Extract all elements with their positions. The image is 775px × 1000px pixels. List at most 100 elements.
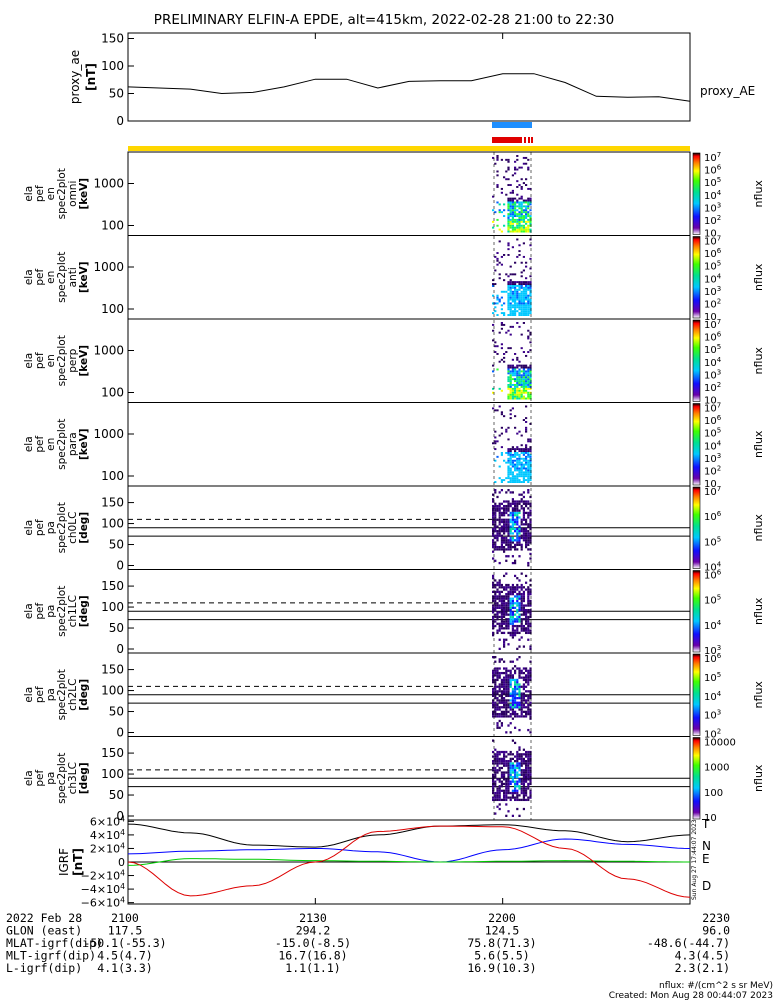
spectrogram-pixel [511, 523, 514, 526]
spectrogram-pixel [514, 218, 517, 221]
spectrogram-pixel [520, 622, 523, 625]
spectrogram-pixel [516, 374, 519, 377]
spectrogram-pixel [527, 608, 530, 612]
spectrogram-pixel [525, 228, 528, 231]
spectrogram-pixel [514, 286, 517, 289]
spectrogram-pixel [518, 746, 521, 749]
spectrogram-pixel [529, 463, 532, 466]
spectrogram-pixel [518, 676, 521, 679]
spectrogram-pixel [494, 255, 497, 258]
spectrogram-pixel [518, 715, 521, 718]
spectrogram-pixel [507, 450, 510, 452]
spectrogram-pixel [507, 296, 510, 299]
spectrogram-pixel [507, 769, 510, 772]
spectrogram-pixel [518, 360, 521, 363]
spectrogram-pixel [529, 615, 532, 619]
spectrogram-pixel [514, 366, 517, 369]
spectrogram-pixel [498, 712, 501, 716]
spectrogram-pixel [516, 794, 519, 797]
spectrogram-pixel [494, 430, 497, 433]
spectrogram-pixel [494, 794, 497, 797]
spectrogram-pixel [507, 168, 510, 171]
spectrogram-pixel [520, 548, 523, 551]
spectrogram-pixel [518, 378, 521, 381]
spectrogram-pixel [507, 217, 510, 219]
spectrogram-pixel [514, 448, 517, 451]
spectrogram-pixel [529, 450, 532, 452]
spectrogram-pixel [527, 465, 530, 468]
spectrogram-pixel [509, 382, 512, 384]
spectrogram-pixel [500, 622, 503, 625]
spectrogram-pixel [529, 509, 532, 512]
bfield-ytick-label: 0 [118, 856, 125, 869]
spectrogram-pixel [522, 671, 525, 675]
panel-ylabel-line: pef [34, 352, 46, 369]
spectrogram-pixel [494, 502, 497, 505]
spectrogram-pixel [505, 525, 508, 528]
spectrogram-pixel [492, 550, 495, 553]
spectrogram-pixel [505, 536, 508, 540]
spectrogram-pixel [494, 579, 497, 582]
spectrogram-pixel [492, 511, 495, 515]
spectrogram-pixel [516, 692, 519, 695]
spectrogram-pixel [514, 209, 517, 212]
spectrogram-pixel [520, 755, 523, 758]
spectrogram-pixel [507, 753, 510, 756]
spectrogram-pixel [527, 199, 530, 202]
spectrogram-pixel [518, 455, 521, 458]
spectrogram-pixel [525, 622, 528, 625]
spectrogram-pixel [522, 771, 525, 774]
spectrogram-pixel [527, 604, 530, 607]
panel-ylabel-line: perp [67, 348, 79, 372]
panel-ylabel-line: pef [34, 603, 46, 620]
spectrogram-pixel [505, 290, 508, 293]
spectrogram-pixel [507, 201, 510, 204]
spectrogram-pixel [496, 755, 499, 758]
spectrogram-pixel [505, 803, 508, 806]
spectrogram-pixel [518, 753, 521, 756]
spectrogram-pixel [514, 213, 517, 216]
spectrogram-pixel [511, 766, 514, 770]
colorbar-tick-label: 103 [704, 452, 721, 465]
spectrogram-pixel [507, 602, 510, 605]
spectrogram-pixel [507, 215, 510, 217]
spectrogram-pixel [500, 785, 503, 788]
spectrogram-pixel [518, 671, 521, 675]
spectrogram-pixel [522, 502, 525, 505]
spectrogram-pixel [527, 226, 530, 229]
spectrogram-pixel [511, 618, 514, 621]
spectrogram-pixel [527, 622, 530, 625]
spectrogram-pixel [507, 453, 510, 456]
spectrogram-pixel [527, 536, 530, 540]
spectrogram-pixel [498, 277, 501, 280]
colorbar-tick-label: 107 [704, 318, 721, 331]
spectrogram-pixel [525, 588, 528, 591]
spectrogram-pixel [509, 536, 512, 540]
spectrogram-pixel [520, 475, 523, 478]
spectrogram-pixel [516, 453, 519, 456]
spectrogram-pixel [511, 391, 514, 394]
spectrogram-pixel [498, 273, 501, 276]
spectrogram-pixel [525, 207, 528, 210]
spectrogram-pixel [509, 608, 512, 612]
spectrogram-pixel [529, 532, 532, 535]
colorbar-tick-label: 103 [704, 644, 721, 657]
spectrogram-pixel [492, 611, 495, 614]
spectrogram-pixel [514, 479, 517, 482]
spectrogram-pixel [496, 606, 499, 609]
spectrogram-pixel [498, 527, 501, 531]
panel-ylabel-line: pa [45, 772, 57, 785]
spectrogram-pixel [494, 769, 497, 772]
spectrogram-pixel [522, 760, 525, 763]
spectrogram-pixel [505, 712, 508, 716]
spectrogram-pixel [525, 543, 528, 546]
spectrogram-pixel [525, 211, 528, 214]
spectrogram-pixel [509, 469, 512, 472]
spectrogram-pixel [511, 393, 514, 396]
spectrogram-pixel [525, 681, 528, 684]
spectrogram-pixel [522, 491, 525, 494]
spectrogram-pixel [511, 739, 514, 742]
spectrogram-pixel [518, 769, 521, 772]
spectrogram-pixel [511, 296, 514, 299]
spectrogram-pixel [527, 624, 530, 628]
